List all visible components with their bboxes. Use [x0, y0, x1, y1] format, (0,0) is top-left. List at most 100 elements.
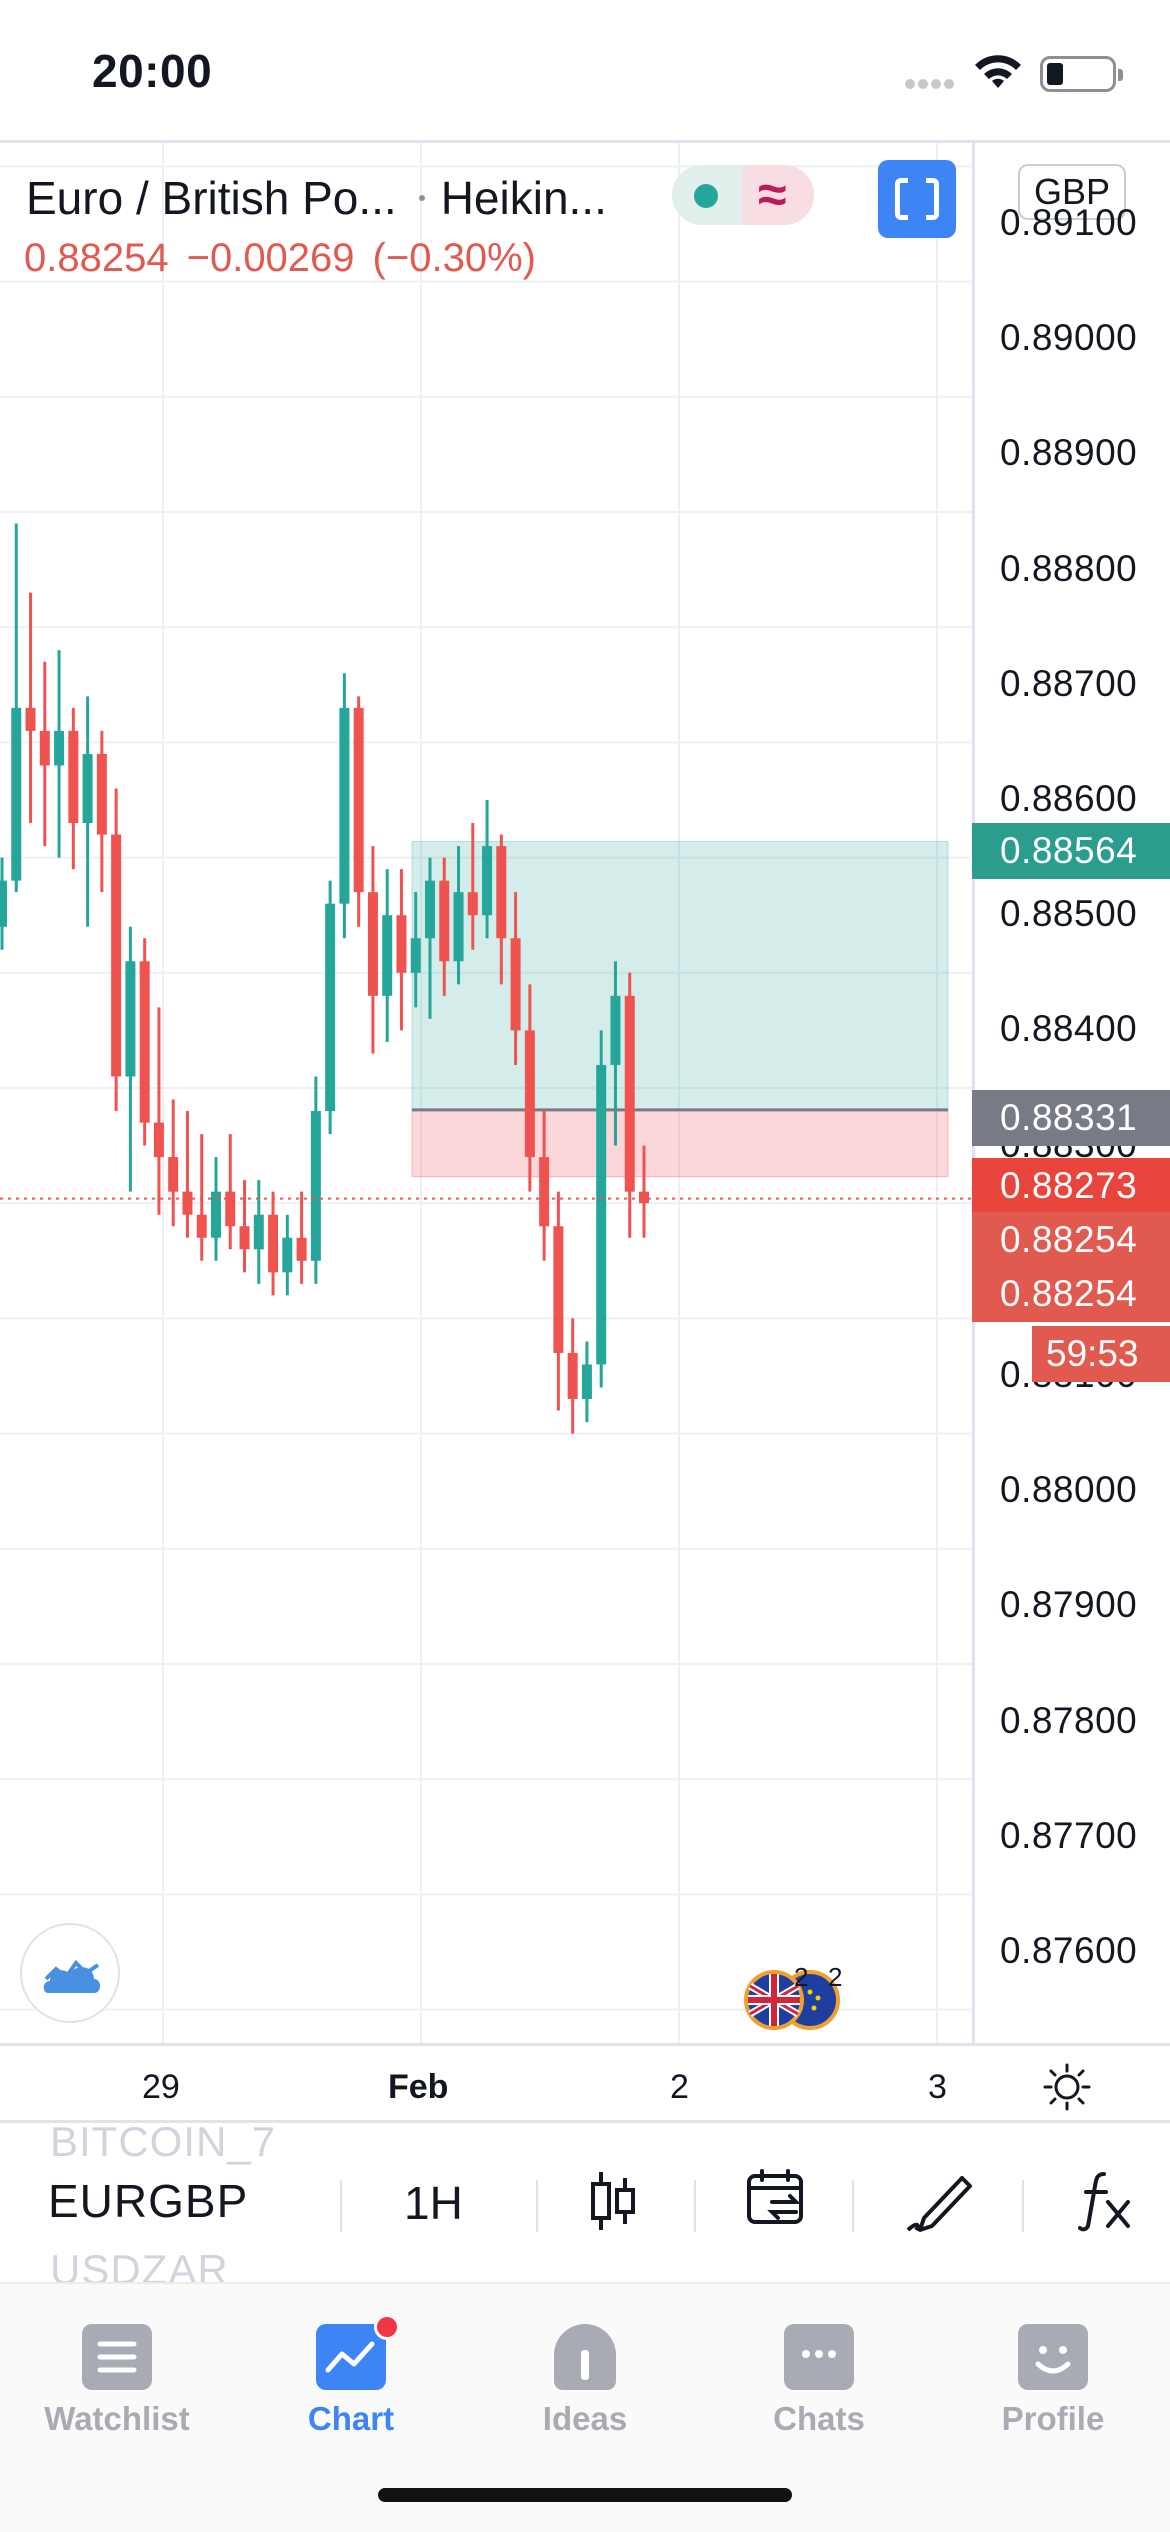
candle-body	[68, 730, 79, 824]
candle-body	[596, 1064, 607, 1365]
list-icon	[82, 2324, 152, 2390]
candle-body	[11, 707, 22, 881]
close-price-tag: 0.88254	[972, 1266, 1170, 1322]
take-profit-price-tag: 0.88564	[972, 823, 1170, 879]
candle-body	[96, 753, 107, 835]
tab-profile[interactable]: Profile	[936, 2304, 1170, 2444]
gb-event-count: 2	[794, 1962, 809, 1992]
candle-body	[567, 1352, 578, 1400]
tab-label: Watchlist	[44, 2400, 190, 2437]
cellular-signal-icon	[905, 76, 957, 90]
candle-body	[325, 903, 336, 1112]
interval-picker[interactable]: 1H	[404, 2177, 463, 2229]
chart-icon	[316, 2324, 386, 2390]
approx-wave-icon: ≈	[758, 166, 787, 224]
eu-event-count: 2	[828, 1962, 843, 1992]
time-axis[interactable]: 29 Feb 2 3	[0, 2043, 1170, 2123]
tab-chart[interactable]: Chart	[234, 2304, 468, 2444]
price-tick-label: 0.87600	[1000, 1930, 1138, 1971]
chart-type-candles-icon[interactable]	[590, 2168, 636, 2234]
header-divider	[0, 140, 1170, 143]
legend-separator	[418, 195, 425, 201]
candle-body	[496, 846, 507, 939]
candle-body	[467, 892, 478, 916]
economic-events-badges[interactable]: 2 2	[738, 1962, 848, 2032]
toolbar-divider	[694, 2180, 696, 2232]
candle-body	[639, 1191, 649, 1204]
chart-toolbar: BITCOIN_7 EURGBP USDZAR 1H	[0, 2118, 1170, 2293]
previous-symbol-ghost: BITCOIN_7	[50, 2118, 277, 2165]
price-tick-label: 0.87700	[1000, 1814, 1138, 1856]
candle-body	[610, 995, 621, 1065]
symbol-name[interactable]: Euro / British Po...	[26, 172, 397, 224]
candle-body	[310, 1111, 321, 1261]
last-price: 0.88254	[24, 236, 169, 280]
toolbar-divider	[340, 2180, 342, 2232]
tab-label: Profile	[1001, 2400, 1105, 2437]
market-status-toggle[interactable]: ≈	[672, 165, 814, 225]
candle-body	[382, 915, 393, 996]
candle-body	[425, 880, 435, 939]
candle-body	[581, 1364, 592, 1400]
tab-chats[interactable]: Chats	[702, 2304, 936, 2444]
smiley-icon	[1018, 2324, 1088, 2390]
candle-body	[39, 730, 50, 766]
toolbar-divider	[1022, 2180, 1024, 2232]
price-tick-label: 0.88000	[1000, 1469, 1138, 1511]
candle-body	[0, 880, 7, 927]
candle-body	[482, 846, 493, 916]
indicators-fx-icon[interactable]	[1078, 2168, 1134, 2234]
drawing-tools-pen-icon[interactable]	[906, 2168, 976, 2234]
price-tick-label: 0.89000	[1000, 317, 1138, 359]
fullscreen-button[interactable]	[878, 160, 956, 238]
candle-body	[25, 707, 36, 731]
candle-body	[268, 1214, 279, 1273]
symbol-picker[interactable]: EURGBP	[48, 2175, 249, 2227]
chat-icon	[784, 2324, 854, 2390]
candle-body	[510, 938, 521, 1031]
candle-body	[82, 753, 93, 824]
tab-watchlist[interactable]: Watchlist	[0, 2304, 234, 2444]
stop-loss-zone	[411, 1109, 949, 1178]
candle-body	[296, 1237, 307, 1261]
tab-label: Chart	[307, 2400, 395, 2437]
chart-canvas[interactable]	[0, 143, 972, 2043]
candle-body	[253, 1214, 264, 1250]
candlestick-chart[interactable]	[0, 143, 972, 2043]
price-tick-label: 0.88700	[1000, 662, 1138, 704]
price-change-row: 0.88254 −0.00269 (−0.30%)	[24, 236, 554, 281]
date-range-calendar-icon[interactable]	[746, 2168, 808, 2230]
fullscreen-icon	[895, 177, 939, 221]
candle-body	[396, 915, 407, 973]
indicators-float-button[interactable]	[20, 1923, 120, 2023]
candle-body	[367, 892, 378, 996]
price-tick-label: 0.88500	[1000, 893, 1138, 935]
candle-body	[196, 1214, 207, 1238]
candle-body	[168, 1157, 179, 1192]
candle-body	[111, 834, 122, 1077]
price-tick-label: 0.88400	[1000, 1008, 1138, 1050]
cloud-chart-icon	[43, 1959, 100, 1993]
wifi-icon	[975, 55, 1021, 88]
chart-legend[interactable]: Euro / British Po... Heikin...	[26, 168, 607, 228]
chart-style[interactable]: Heikin...	[440, 172, 607, 224]
candle-body	[524, 1030, 535, 1158]
take-profit-zone	[411, 840, 949, 1111]
chart-settings-gear-icon[interactable]	[1042, 2062, 1092, 2112]
toggle-right-half	[743, 165, 814, 225]
market-open-dot-icon	[694, 184, 718, 208]
price-tick-label: 0.89100	[1000, 202, 1138, 243]
candle-body	[182, 1191, 193, 1215]
currency-badge[interactable]: GBP	[1018, 164, 1126, 220]
price-tick-label: 0.88900	[1000, 432, 1138, 474]
candle-body	[239, 1226, 250, 1250]
candle-body	[125, 961, 136, 1077]
bottom-tab-bar: Watchlist Chart Ideas Chats Profile	[0, 2282, 1170, 2532]
bar-countdown: 59:53	[1032, 1326, 1170, 1382]
status-bar: 20:00	[0, 0, 1170, 140]
candle-body	[439, 880, 450, 962]
time-tick: 3	[928, 2068, 947, 2106]
entry-price-tag: 0.88331	[972, 1090, 1170, 1146]
price-tick-label: 0.88600	[1000, 778, 1138, 819]
tab-ideas[interactable]: Ideas	[468, 2304, 702, 2444]
